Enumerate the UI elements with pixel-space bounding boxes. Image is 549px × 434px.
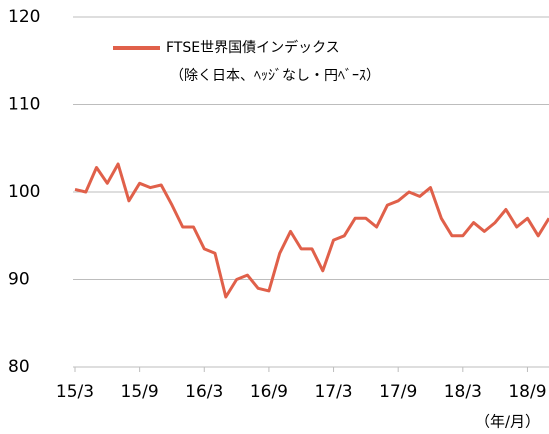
x-tick-label: 15/9 (121, 382, 159, 402)
x-tick-label: 17/3 (314, 382, 352, 402)
x-tick-label: 16/9 (250, 382, 288, 402)
x-unit: （年/月） (475, 413, 540, 431)
legend-note: （除く日本、ﾍｯｼﾞなし・円ﾍﾞｰｽ） (170, 68, 380, 84)
x-tick-label: 18/3 (444, 382, 482, 402)
x-tick-label: 15/3 (56, 382, 94, 402)
x-tick-label: 16/3 (185, 382, 223, 402)
y-tick-label: 80 (8, 357, 30, 377)
x-tick-label: 17/9 (379, 382, 417, 402)
x-tick-label: 18/9 (508, 382, 546, 402)
y-tick-label: 90 (8, 270, 30, 290)
y-tick-label: 120 (8, 7, 40, 27)
y-tick-label: 110 (8, 95, 40, 115)
y-tick-label: 100 (8, 182, 40, 202)
series-line (74, 162, 549, 299)
legend-label: FTSE世界国債インデックス (166, 39, 340, 56)
